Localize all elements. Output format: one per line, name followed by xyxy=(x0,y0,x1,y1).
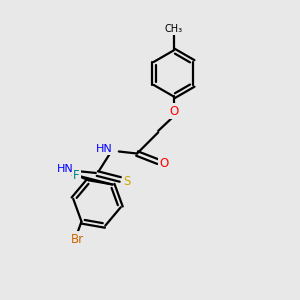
Text: HN: HN xyxy=(96,144,113,154)
Text: O: O xyxy=(160,157,169,170)
Text: S: S xyxy=(123,175,130,188)
Text: Br: Br xyxy=(70,233,84,246)
Text: O: O xyxy=(169,105,178,118)
Text: HN: HN xyxy=(57,164,74,174)
Text: F: F xyxy=(73,169,80,182)
Text: CH₃: CH₃ xyxy=(164,24,183,34)
